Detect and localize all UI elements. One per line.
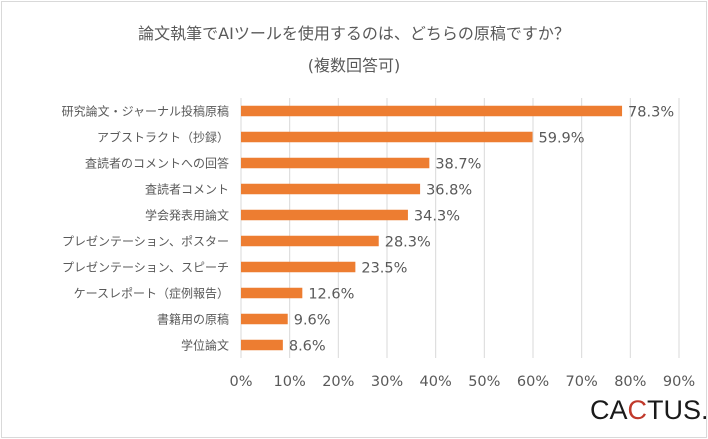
bar [241, 314, 288, 325]
x-tick-label: 80% [614, 374, 646, 390]
bar [241, 340, 283, 351]
x-tick-label: 40% [420, 374, 452, 390]
x-tick-label: 10% [274, 374, 306, 390]
x-tick-label: 60% [517, 374, 549, 390]
cactus-logo: CACTUS. [590, 395, 708, 426]
category-label: 書籍用の原稿 [157, 312, 229, 327]
x-tick-label: 50% [468, 374, 500, 390]
data-label: 34.3% [414, 209, 460, 225]
bar [241, 236, 379, 247]
x-tick-label: 70% [566, 374, 598, 390]
bar [241, 184, 420, 195]
x-tick-label: 30% [371, 374, 403, 390]
bar [241, 158, 429, 169]
data-label: 8.6% [289, 339, 326, 355]
logo-accent: C [628, 395, 648, 425]
category-label: 査読者コメント [145, 182, 229, 197]
bar [241, 106, 622, 117]
bar [241, 132, 533, 143]
logo-prefix: CA [590, 395, 628, 425]
data-label: 9.6% [294, 313, 331, 329]
bar-chart: 0% 10% 20% 30% 40% 50% 60% 70% 80% 90% 研究論文・ジャーナル投… [0, 0, 708, 439]
category-label: 学会発表用論文 [145, 208, 229, 223]
x-tick-label: 0% [229, 374, 252, 390]
category-label: プレゼンテーション、ポスター [62, 235, 229, 249]
bar [241, 288, 302, 299]
x-tick-label: 20% [322, 374, 354, 390]
data-label: 38.7% [435, 157, 481, 173]
bar [241, 210, 408, 221]
data-label: 28.3% [385, 235, 431, 251]
data-label: 78.3% [628, 105, 674, 121]
category-label: 査読者のコメントへの回答 [85, 156, 229, 171]
category-label: アブストラクト（抄録） [97, 130, 229, 145]
bar [241, 262, 355, 273]
x-tick-label: 90% [663, 374, 695, 390]
category-label: 研究論文・ジャーナル投稿原稿 [62, 104, 229, 119]
data-label: 12.6% [308, 287, 354, 303]
data-label: 59.9% [539, 131, 585, 147]
category-label: 学位論文 [181, 338, 229, 353]
category-label: プレゼンテーション、スピーチ [62, 261, 229, 275]
data-label: 36.8% [426, 183, 472, 199]
data-label: 23.5% [361, 261, 407, 277]
category-label: ケースレポート（症例報告） [74, 286, 229, 301]
logo-suffix: TUS. [647, 395, 708, 425]
